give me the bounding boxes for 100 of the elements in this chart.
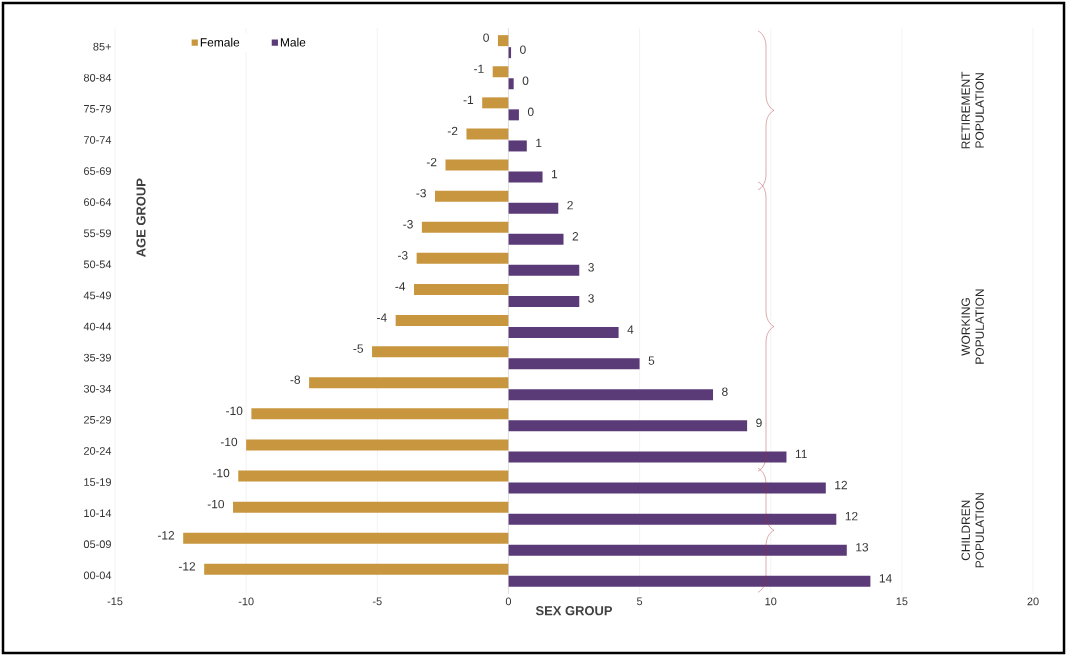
data-label: 3 <box>588 294 594 303</box>
data-label: -3 <box>403 220 413 229</box>
bar <box>508 295 580 307</box>
bar <box>508 140 527 152</box>
y-tick-label: 85+ <box>93 42 111 51</box>
y-tick-label: 10-14 <box>84 509 112 518</box>
data-label: 0 <box>520 45 526 54</box>
data-label: 3 <box>588 263 594 272</box>
annotation: RETIREMENT POPULATION <box>961 71 984 149</box>
bar <box>482 97 509 109</box>
y-tick-label: 75-79 <box>84 104 111 113</box>
y-tick-label: 40-44 <box>83 322 112 331</box>
data-label: -1 <box>463 95 474 104</box>
y-tick-label: 20-24 <box>84 447 112 455</box>
data-label: -5 <box>353 344 364 353</box>
bar <box>508 482 826 494</box>
bar <box>508 202 559 214</box>
y-tick-label: 35-39 <box>83 353 111 362</box>
bar <box>508 513 837 525</box>
data-label: -10 <box>207 499 225 509</box>
bar <box>445 159 509 171</box>
data-label: 0 <box>522 76 529 85</box>
bar <box>508 233 564 245</box>
x-axis-title: SEX GROUP <box>535 606 613 616</box>
y-tick-label: 25-29 <box>84 415 111 424</box>
y-tick-label: 05-09 <box>83 540 111 549</box>
data-label: -2 <box>426 157 437 167</box>
y-tick-label: 50-54 <box>83 260 112 269</box>
annotation: WORKING POPULATION <box>961 289 984 364</box>
data-label: 1 <box>551 169 558 179</box>
y-tick-label: 00-04 <box>83 571 112 580</box>
bar <box>421 221 509 233</box>
annotation: CHILDREN POPULATION <box>961 493 984 568</box>
x-tick-label: 20 <box>1027 597 1039 606</box>
bar <box>508 389 714 401</box>
bar <box>434 190 509 202</box>
y-tick-label: 65-69 <box>84 167 111 175</box>
data-label: 5 <box>648 356 655 365</box>
data-label: 8 <box>722 387 728 396</box>
bar <box>466 128 509 140</box>
bar <box>508 544 847 556</box>
data-label: -3 <box>416 188 426 198</box>
y-tick-label: 60-64 <box>84 198 112 207</box>
data-label: 4 <box>627 325 634 334</box>
bar <box>508 327 619 339</box>
bar <box>497 35 509 47</box>
x-tick-label: 5 <box>636 597 643 606</box>
data-label: 14 <box>879 574 892 583</box>
data-label: 1 <box>536 138 542 148</box>
data-label: -10 <box>213 468 230 478</box>
bar <box>508 358 640 370</box>
bar <box>508 78 514 90</box>
bar <box>508 171 543 183</box>
y-tick-label: 45-49 <box>83 291 111 300</box>
y-tick-label: 15-19 <box>84 478 111 486</box>
bar <box>309 377 509 389</box>
x-tick-label: -15 <box>107 597 123 606</box>
data-label: 0 <box>527 107 534 117</box>
bar <box>416 252 509 264</box>
bar <box>251 408 509 420</box>
bar <box>233 501 509 513</box>
x-tick-label: -10 <box>238 597 254 606</box>
bar <box>238 470 509 482</box>
x-tick-label: -5 <box>372 597 382 606</box>
y-tick-label: 80-84 <box>83 73 112 82</box>
data-label: 0 <box>483 33 489 42</box>
bar <box>414 283 509 295</box>
bar <box>246 439 509 451</box>
data-label: -12 <box>178 562 196 571</box>
bar <box>508 264 580 276</box>
data-label: 9 <box>756 418 762 428</box>
bar <box>508 451 787 463</box>
data-label: 11 <box>795 449 807 459</box>
bar <box>492 66 509 78</box>
data-label: -4 <box>377 313 387 322</box>
data-label: 12 <box>845 511 858 521</box>
x-tick-label: 0 <box>505 597 512 606</box>
x-tick-label: 10 <box>765 597 777 606</box>
bar <box>508 575 871 587</box>
bar <box>508 109 519 121</box>
bar <box>395 315 509 327</box>
y-axis-title: AGE GROUP <box>136 178 146 257</box>
data-label: -12 <box>157 531 175 540</box>
data-label: 2 <box>567 200 573 210</box>
data-label: -4 <box>395 282 406 291</box>
data-label: -8 <box>290 375 301 384</box>
x-tick-label: 15 <box>896 597 908 606</box>
data-label: -1 <box>474 64 484 73</box>
y-tick-label: 70-74 <box>84 136 112 144</box>
data-label: -10 <box>226 406 243 416</box>
data-label: -3 <box>398 251 408 260</box>
data-label: 12 <box>835 480 848 490</box>
bar <box>508 420 748 432</box>
data-label: -10 <box>220 437 238 447</box>
bar <box>372 346 509 358</box>
legend-label: Male <box>280 37 306 47</box>
bar <box>204 563 509 575</box>
data-label: -2 <box>447 126 458 136</box>
bar <box>183 532 509 544</box>
y-tick-label: 55-59 <box>83 229 111 238</box>
